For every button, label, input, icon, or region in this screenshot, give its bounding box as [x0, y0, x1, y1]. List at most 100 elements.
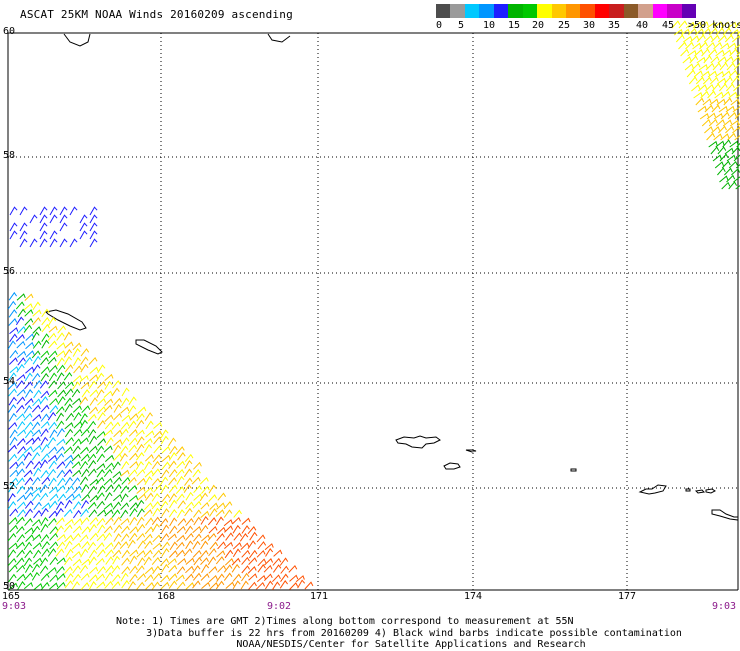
- wind-barb: [41, 574, 49, 581]
- wind-barb: [104, 470, 112, 477]
- wind-barb: [144, 445, 151, 453]
- wind-barb: [8, 559, 16, 566]
- wind-barb: [58, 390, 66, 397]
- wind-barb: [64, 333, 71, 341]
- wind-barb: [30, 239, 37, 247]
- wind-barb: [186, 519, 194, 526]
- wind-barb: [66, 550, 73, 558]
- wind-barb: [193, 542, 200, 550]
- wind-barb: [73, 399, 81, 405]
- wind-barb: [137, 551, 145, 557]
- wind-barb: [178, 453, 186, 460]
- wind-barb: [48, 568, 56, 574]
- wind-barb: [10, 231, 17, 239]
- wind-barb: [25, 478, 33, 485]
- wind-barb: [97, 464, 105, 470]
- wind-barb: [233, 526, 240, 534]
- wind-barb: [40, 566, 48, 573]
- wind-barb: [66, 486, 74, 493]
- wind-barb: [130, 462, 138, 468]
- wind-barb: [98, 567, 106, 574]
- wind-barb: [10, 430, 17, 438]
- wind-barb: [114, 454, 122, 461]
- wind-barb: [170, 526, 178, 533]
- wind-barb: [81, 501, 88, 509]
- wind-barb: [80, 566, 88, 573]
- wind-barb: [64, 567, 72, 574]
- wind-barb: [64, 456, 72, 462]
- wind-barb: [218, 493, 226, 500]
- wind-barb: [104, 504, 112, 510]
- wind-barb: [17, 550, 25, 557]
- wind-barb: [25, 528, 33, 534]
- wind-barb: [17, 375, 25, 381]
- wind-barb: [60, 215, 67, 223]
- wind-barb: [58, 382, 66, 389]
- wind-barb: [305, 582, 313, 589]
- wind-barb: [145, 477, 152, 485]
- wind-barb: [177, 582, 185, 589]
- colorbar-label: 0: [436, 20, 442, 31]
- wind-barb: [33, 399, 41, 406]
- wind-barb: [186, 541, 193, 549]
- wind-barb: [42, 542, 50, 549]
- wind-barb: [145, 527, 153, 534]
- wind-barb: [20, 223, 27, 231]
- wind-barb: [60, 239, 67, 247]
- wind-barb: [704, 36, 712, 42]
- wind-barb: [193, 463, 201, 470]
- wind-barb: [274, 550, 282, 556]
- wind-barb: [676, 35, 684, 42]
- wind-barb: [154, 486, 162, 493]
- wind-barb: [233, 543, 241, 549]
- wind-barb: [24, 471, 32, 477]
- wind-barb: [70, 207, 77, 215]
- wind-barb: [122, 462, 129, 470]
- wind-barb: [217, 534, 225, 541]
- colorbar-swatch: [523, 4, 538, 18]
- wind-barb: [17, 390, 25, 396]
- coastline: [46, 34, 738, 520]
- wind-barb: [26, 343, 34, 349]
- wind-barb: [17, 342, 25, 348]
- wind-barb: [138, 558, 145, 566]
- wind-barb: [56, 518, 64, 525]
- wind-barb: [80, 223, 87, 231]
- wind-barb: [34, 468, 41, 476]
- wind-barb: [272, 575, 280, 582]
- island-small-5: [696, 490, 704, 493]
- wind-barb: [161, 559, 169, 566]
- wind-barb: [48, 470, 56, 477]
- wind-barb: [144, 535, 152, 542]
- wind-barb: [241, 581, 248, 589]
- wind-barb: [169, 574, 177, 581]
- colorbar-label: >50 knots: [688, 20, 740, 31]
- wind-barb: [33, 310, 41, 316]
- wind-barb: [81, 550, 88, 558]
- wind-barb: [114, 440, 122, 446]
- wind-barb: [154, 437, 162, 444]
- wind-barb: [169, 581, 177, 588]
- wind-barb: [58, 397, 65, 405]
- wind-barb: [74, 487, 82, 494]
- wind-barb: [273, 559, 281, 566]
- wind-barb: [25, 319, 33, 326]
- wind-barb: [42, 318, 50, 325]
- island-unimak: [396, 436, 440, 448]
- wind-barb: [122, 558, 130, 565]
- wind-barb: [82, 527, 90, 534]
- wind-barb: [74, 519, 82, 525]
- wind-barb: [89, 550, 96, 558]
- wind-barb: [209, 486, 216, 494]
- wind-barb: [25, 487, 33, 494]
- wind-barb: [144, 510, 152, 517]
- wind-barb: [33, 357, 40, 365]
- wind-barb: [122, 415, 130, 421]
- wind-barb: [264, 566, 272, 573]
- island-adak: [640, 485, 666, 494]
- wind-barb: [114, 526, 122, 533]
- wind-barb: [49, 478, 56, 486]
- wind-barb: [112, 566, 120, 573]
- colorbar-swatch: [537, 4, 552, 18]
- colorbar-label: 30: [583, 20, 595, 31]
